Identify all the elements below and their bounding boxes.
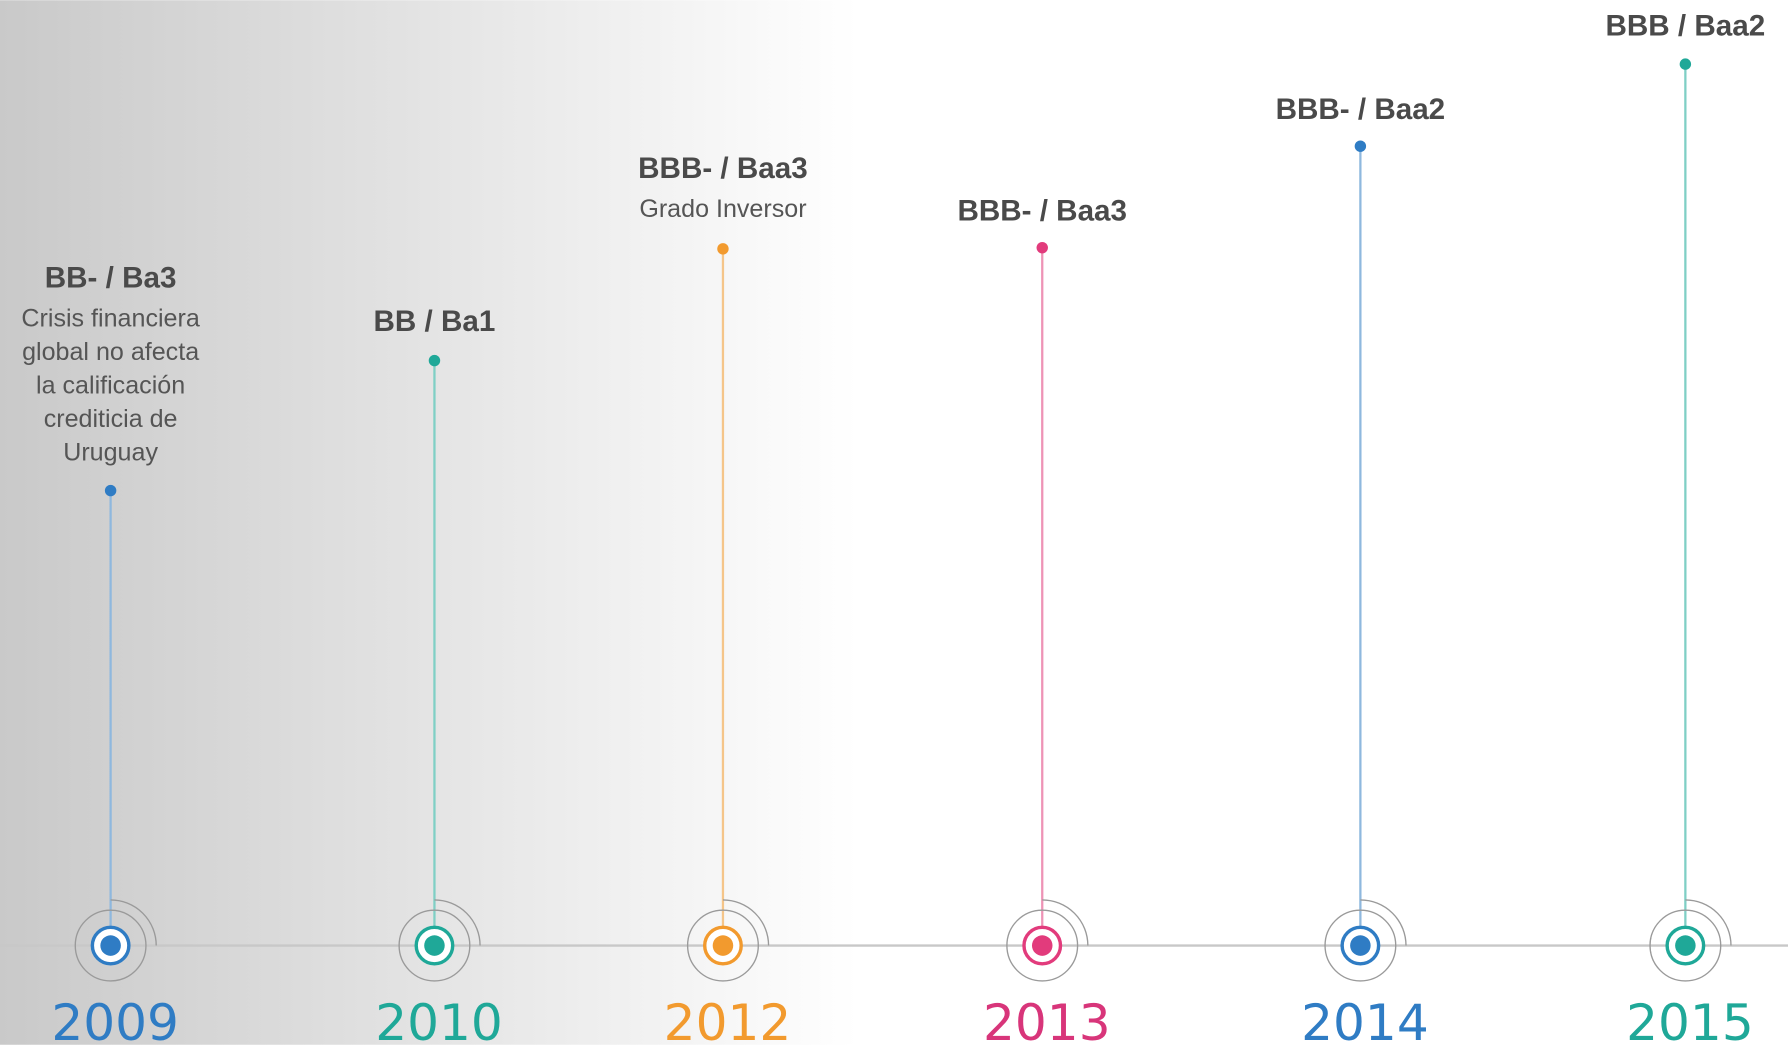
ring-arc <box>722 899 770 946</box>
rating-label: BB- / Ba3 <box>45 262 177 295</box>
stem-dot <box>428 354 441 367</box>
note-line: Crisis financiera <box>21 304 199 332</box>
outer-ring <box>398 909 471 982</box>
rating-label: BBB / Baa2 <box>1606 10 1766 43</box>
stem-dot <box>1354 140 1367 152</box>
note-line: la calificación <box>36 371 185 399</box>
note-line: Uruguay <box>63 438 158 466</box>
note-line: global no afecta <box>22 338 199 366</box>
note-line: Grado Inversor <box>639 195 806 223</box>
year-label: 2012 <box>664 993 792 1045</box>
stem-dot <box>717 243 729 255</box>
stem-dot <box>1679 58 1692 70</box>
year-label: 2013 <box>983 993 1111 1045</box>
center-dot <box>1350 935 1371 956</box>
center-dot <box>100 935 121 956</box>
outer-ring <box>686 909 759 982</box>
center-dot <box>424 935 445 956</box>
outer-ring <box>1006 909 1079 982</box>
note-line: crediticia de <box>44 405 178 433</box>
rating-label: BBB- / Baa2 <box>1276 93 1446 126</box>
stem-dot <box>1036 241 1048 254</box>
outer-ring <box>1649 909 1722 982</box>
center-dot <box>1031 935 1053 956</box>
rating-label: BBB- / Baa3 <box>638 152 808 185</box>
year-label: 2009 <box>51 993 179 1045</box>
center-dot <box>712 935 734 956</box>
ring-arc <box>434 899 481 946</box>
year-label: 2010 <box>375 993 503 1045</box>
rating-label: BBB- / Baa3 <box>957 194 1127 227</box>
outer-ring <box>1324 909 1397 982</box>
ring-arc <box>110 899 157 946</box>
year-label: 2015 <box>1626 993 1754 1045</box>
outer-ring <box>74 909 147 982</box>
ring-arc <box>1360 899 1407 946</box>
ring-arc <box>1042 899 1089 946</box>
rating-label: BB / Ba1 <box>374 305 496 338</box>
center-dot <box>1675 935 1696 956</box>
stem-dot <box>104 484 117 497</box>
ring-arc <box>1685 899 1732 946</box>
year-label: 2014 <box>1301 993 1429 1045</box>
